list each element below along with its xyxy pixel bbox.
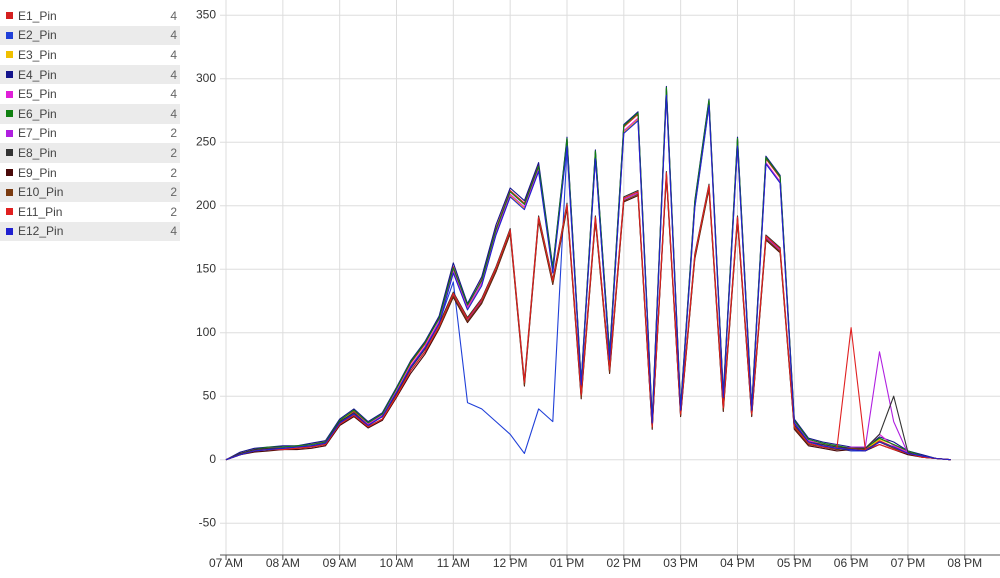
x-tick-label: 10 AM [379,556,413,570]
x-tick-label: 05 PM [777,556,812,570]
y-tick-label: 300 [196,71,216,85]
legend-swatch [6,208,13,216]
legend-label: E8_Pin [18,145,57,160]
y-tick-label: 50 [203,388,217,402]
legend-swatch [6,51,13,59]
legend-count: 2 [170,185,177,200]
legend-count: 2 [170,204,177,219]
x-tick-label: 08 PM [947,556,982,570]
x-tick-label: 08 AM [266,556,300,570]
legend-item[interactable]: E11_Pin 2 [0,202,180,222]
legend-count: 4 [170,224,177,239]
legend-label: E10_Pin [18,185,64,200]
x-tick-label: 07 PM [891,556,926,570]
y-tick-label: 150 [196,261,216,275]
legend-item[interactable]: E10_Pin 2 [0,182,180,202]
x-tick-label: 11 AM [437,556,470,570]
legend-swatch [6,149,13,157]
legend-swatch [6,31,13,39]
legend-count: 2 [170,165,177,180]
x-tick-label: 02 PM [606,556,641,570]
legend-label: E3_Pin [18,47,57,62]
legend-item[interactable]: E8_Pin 2 [0,143,180,163]
legend-label: E6_Pin [18,106,57,121]
y-tick-label: 350 [196,7,216,21]
x-tick-label: 01 PM [550,556,585,570]
legend-count: 4 [170,87,177,102]
legend-label: E12_Pin [18,224,64,239]
y-tick-label: -50 [199,515,217,529]
legend-item[interactable]: E5_Pin 4 [0,84,180,104]
legend-item[interactable]: E2_Pin 4 [0,25,180,46]
series-line [225,174,951,461]
legend: E1_Pin 4 E2_Pin 4 E3_Pin 4 E4_Pin 4 E5_Pin 4 E6_Pi… [0,6,180,242]
legend-swatch [6,227,13,235]
legend-swatch [6,12,13,20]
x-tick-label: 09 AM [323,556,357,570]
x-tick-label: 12 PM [493,556,528,570]
y-tick-label: 0 [209,452,216,466]
legend-label: E1_Pin [18,8,57,23]
legend-count: 2 [170,126,177,141]
x-tick-label: 06 PM [834,556,869,570]
legend-count: 4 [170,8,177,23]
legend-item[interactable]: E4_Pin 4 [0,64,180,85]
legend-swatch [6,169,13,177]
legend-count: 2 [170,145,177,160]
legend-swatch [6,129,13,137]
legend-label: E5_Pin [18,87,57,102]
legend-swatch [6,90,13,98]
legend-label: E2_Pin [18,28,57,43]
legend-label: E9_Pin [18,165,57,180]
series-line [225,173,951,461]
legend-item[interactable]: E1_Pin 4 [0,6,180,26]
series-line [225,175,951,461]
x-tick-label: 07 AM [209,556,243,570]
series-line [225,172,951,461]
x-tick-label: 04 PM [720,556,755,570]
legend-swatch [6,110,13,118]
legend-item[interactable]: E6_Pin 4 [0,103,180,124]
legend-count: 4 [170,106,177,121]
legend-count: 4 [170,28,177,43]
y-tick-label: 100 [196,325,216,339]
legend-count: 4 [170,67,177,82]
legend-label: E11_Pin [18,204,63,219]
y-tick-label: 200 [196,198,216,212]
legend-item[interactable]: E3_Pin 4 [0,45,180,65]
x-tick-label: 03 PM [663,556,698,570]
legend-count: 4 [170,47,177,62]
legend-label: E7_Pin [18,126,57,141]
legend-item[interactable]: E9_Pin 2 [0,163,180,183]
y-tick-label: 250 [196,134,216,148]
series-line [225,94,951,461]
legend-label: E4_Pin [18,67,57,82]
legend-item[interactable]: E7_Pin 2 [0,124,180,144]
legend-swatch [6,188,13,196]
legend-swatch [6,71,13,79]
legend-item[interactable]: E12_Pin 4 [0,221,180,242]
